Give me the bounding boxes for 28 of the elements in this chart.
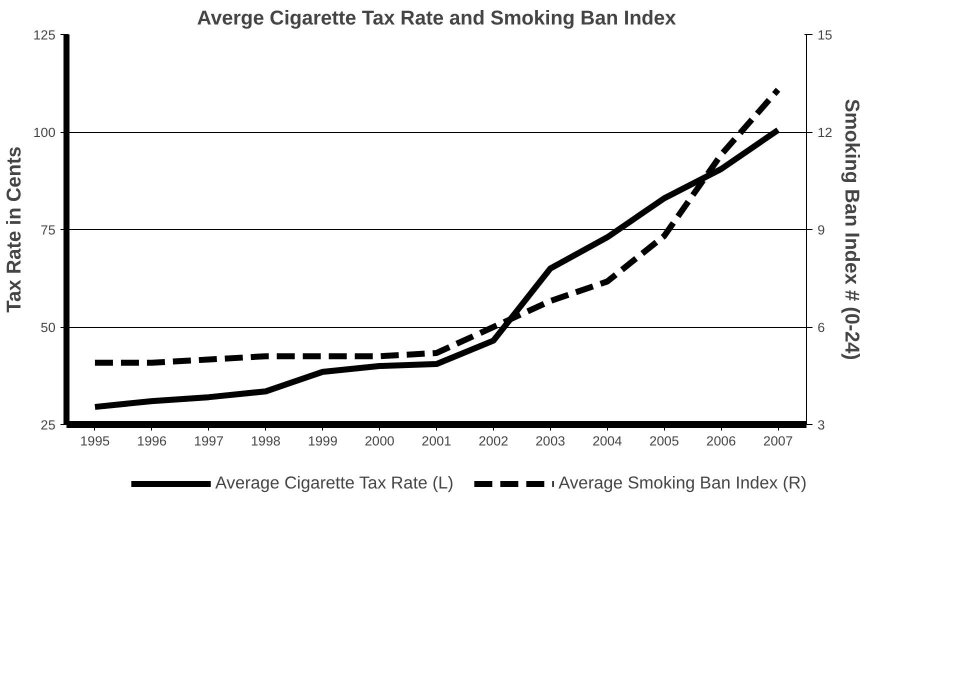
y2-tick-label: 9 (818, 222, 825, 238)
x-tick-label: 2000 (364, 434, 394, 448)
y2-tick-label: 12 (818, 125, 832, 140)
y-axis-title: Tax Rate in Cents (3, 146, 26, 313)
x-tick-label: 2004 (592, 434, 623, 448)
y2-tick-label: 15 (818, 28, 832, 42)
y-tick-label: 125 (33, 28, 56, 42)
y2-tick-label: 3 (818, 418, 825, 432)
x-tick-label: 2001 (422, 434, 452, 448)
x-tick-label: 2003 (536, 434, 566, 448)
legend-label: Average Cigarette Tax Rate (L) (215, 472, 454, 494)
y-tick-label: 50 (40, 320, 56, 335)
x-tick-label: 1995 (80, 434, 110, 448)
y-tick-label: 75 (40, 222, 56, 238)
x-tick-label: 1998 (250, 434, 281, 448)
legend-label: Average Smoking Ban Index (R) (558, 472, 807, 494)
chart-title: Averge Cigarette Tax Rate and Smoking Ban Index (196, 8, 676, 30)
x-tick-label: 1999 (308, 434, 338, 448)
x-tick-label: 2007 (763, 434, 793, 448)
y-tick-label: 25 (40, 418, 56, 432)
x-tick-label: 2005 (649, 434, 680, 448)
x-tick-label: 1996 (137, 434, 167, 448)
x-tick-label: 2002 (478, 434, 508, 448)
x-tick-label: 1997 (194, 434, 224, 448)
y2-tick-label: 6 (818, 320, 825, 335)
y2-axis-title: Smoking Ban Index # (0-24) (840, 98, 862, 360)
y-tick-label: 100 (33, 125, 56, 140)
x-tick-label: 2006 (706, 434, 736, 448)
